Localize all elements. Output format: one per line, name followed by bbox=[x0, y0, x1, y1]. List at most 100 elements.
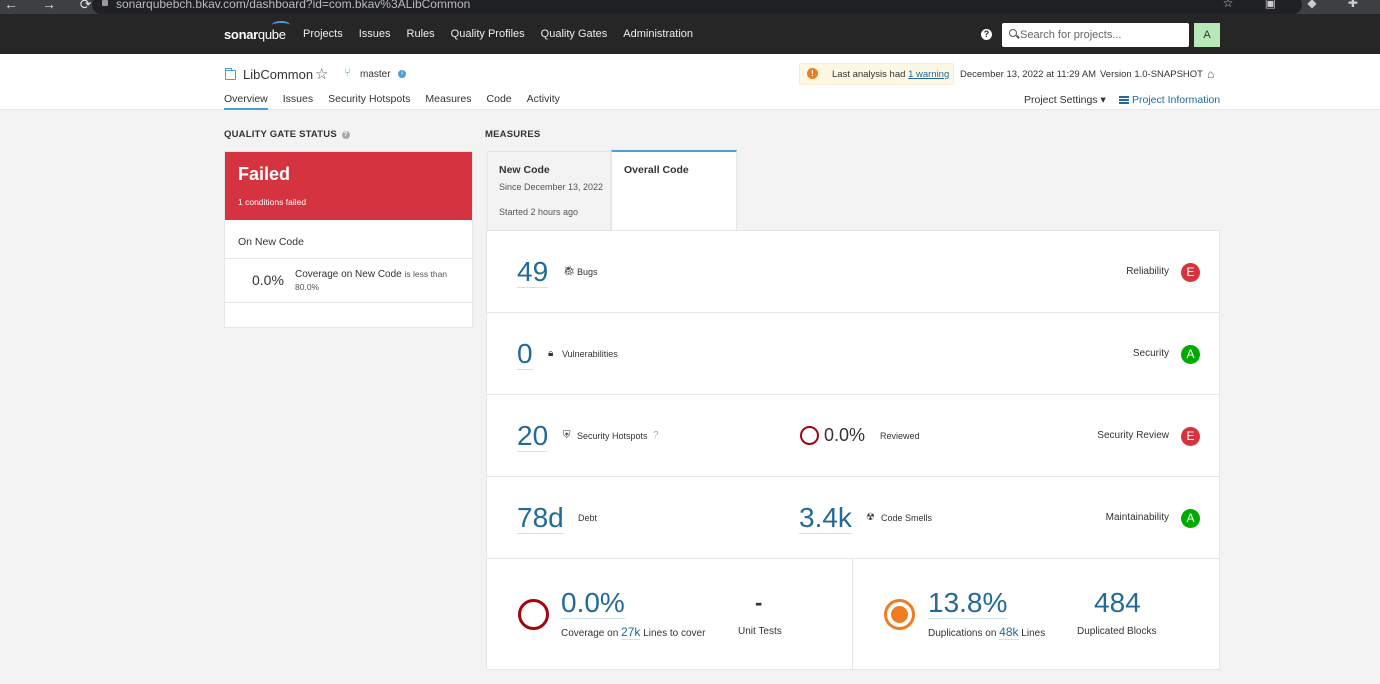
code-smells-label: Code Smells bbox=[881, 513, 933, 523]
debt-value[interactable]: 78d bbox=[517, 502, 564, 534]
nav-issues[interactable]: Issues bbox=[358, 28, 391, 40]
tab-new-code[interactable]: New Code Since December 13, 2022 Started… bbox=[487, 151, 611, 230]
browser-extension-icons[interactable]: ☆ ▣ ◆ ✚ bbox=[1222, 0, 1372, 10]
lock-icon bbox=[102, 0, 108, 6]
quality-gate-title: QUALITY GATE STATUS ? bbox=[224, 129, 350, 140]
coverage-duplications-row: 0.0% Coverage on 27k Lines to cover - Un… bbox=[487, 558, 1219, 670]
help-circle-icon[interactable]: ? bbox=[341, 131, 350, 139]
project-icon bbox=[225, 68, 236, 80]
shield-icon: ⛨ bbox=[563, 430, 571, 441]
duplications-label: Duplications on 48k Lines bbox=[928, 625, 1046, 640]
tab-measures[interactable]: Measures bbox=[425, 93, 472, 105]
reviewed-ring-icon bbox=[800, 426, 819, 445]
security-review-row: 20 ⛨ Security Hotspots ? 0.0% Reviewed S… bbox=[487, 395, 1219, 477]
status-text: Failed bbox=[238, 164, 291, 184]
url-text: sonarqubebch.bkav.com/dashboard?id=com.b… bbox=[116, 0, 471, 11]
conditions-failed: 1 conditions failed bbox=[238, 197, 307, 207]
duplicated-blocks-label: Duplicated Blocks bbox=[1077, 626, 1157, 637]
maintainability-rating[interactable]: A bbox=[1181, 509, 1200, 528]
coverage-ring-icon bbox=[518, 599, 549, 630]
logo-wave-icon bbox=[272, 21, 290, 29]
code-smell-icon: ☢ bbox=[866, 512, 875, 523]
home-icon[interactable]: ⌂ bbox=[1207, 67, 1215, 81]
security-label: Security bbox=[1132, 348, 1169, 359]
branch-icon: ⑂ bbox=[344, 67, 351, 79]
bugs-label: Bugs bbox=[577, 267, 598, 277]
unit-tests-label: Unit Tests bbox=[738, 626, 782, 637]
nav-quality-gates[interactable]: Quality Gates bbox=[540, 28, 608, 40]
branch-name[interactable]: master bbox=[360, 69, 391, 80]
project-settings-dropdown[interactable]: Project Settings ▾ bbox=[1024, 94, 1106, 106]
nav-quality-profiles[interactable]: Quality Profiles bbox=[450, 28, 525, 40]
tab-overview[interactable]: Overview bbox=[224, 93, 268, 110]
search-icon bbox=[1009, 29, 1017, 37]
lines-link[interactable]: 48k bbox=[999, 625, 1019, 640]
help-icon[interactable]: ? bbox=[981, 29, 992, 40]
condition-value[interactable]: 0.0% bbox=[252, 272, 284, 288]
project-information-link[interactable]: Project Information bbox=[1119, 94, 1220, 106]
debt-label: Debt bbox=[578, 513, 598, 523]
address-bar[interactable]: sonarqubebch.bkav.com/dashboard?id=com.b… bbox=[92, 0, 1302, 14]
tab-activity[interactable]: Activity bbox=[526, 93, 560, 105]
divider bbox=[852, 558, 853, 670]
tab-code[interactable]: Code bbox=[486, 93, 512, 105]
tab-issues[interactable]: Issues bbox=[282, 93, 314, 105]
vulnerabilities-value[interactable]: 0 bbox=[517, 338, 533, 370]
condition-description: Coverage on New Code is less than 80.0% bbox=[295, 269, 448, 292]
project-version: Version 1.0-SNAPSHOT bbox=[1100, 69, 1203, 80]
nav-projects[interactable]: Projects bbox=[303, 28, 343, 40]
search-input[interactable] bbox=[1020, 27, 1185, 43]
maintainability-row: 78d Debt 3.4k ☢ Code Smells Maintainabil… bbox=[487, 477, 1219, 559]
warning-link[interactable]: 1 warning bbox=[908, 69, 950, 80]
duplicated-blocks-value[interactable]: 484 bbox=[1094, 587, 1141, 618]
maintainability-label: Maintainability bbox=[1105, 512, 1169, 523]
duplications-value[interactable]: 13.8% bbox=[928, 587, 1008, 619]
lock-icon: 🔒︎ bbox=[548, 348, 554, 359]
warning-icon: ! bbox=[807, 68, 818, 79]
help-circle-icon[interactable]: ? bbox=[653, 430, 659, 441]
analysis-date: December 13, 2022 at 11:29 AM bbox=[960, 69, 1097, 80]
security-rating[interactable]: A bbox=[1181, 345, 1200, 364]
list-icon bbox=[1119, 96, 1129, 104]
project-header: LibCommon ☆ ⑂ master i ! Last analysis h… bbox=[0, 54, 1380, 110]
browser-toolbar: ← → ⟳ ⌂ sonarqubebch.bkav.com/dashboard?… bbox=[0, 0, 1380, 14]
analysis-warning: ! Last analysis had 1 warning bbox=[799, 63, 954, 85]
sonarqube-logo[interactable]: sonarqube bbox=[224, 21, 290, 42]
search-box bbox=[1002, 23, 1189, 47]
divider bbox=[225, 258, 472, 259]
code-smells-value[interactable]: 3.4k bbox=[799, 502, 852, 534]
hotspots-label: Security Hotspots bbox=[577, 431, 648, 441]
coverage-value[interactable]: 0.0% bbox=[561, 587, 625, 619]
avatar[interactable]: A bbox=[1194, 23, 1220, 47]
unit-tests-value[interactable]: - bbox=[755, 590, 763, 615]
nav-administration[interactable]: Administration bbox=[623, 28, 693, 40]
divider bbox=[225, 302, 472, 303]
security-review-label: Security Review bbox=[1097, 430, 1169, 441]
tab-security-hotspots[interactable]: Security Hotspots bbox=[328, 93, 411, 105]
project-tabs: Overview Issues Security Hotspots Measur… bbox=[224, 93, 575, 110]
lines-to-cover-link[interactable]: 27k bbox=[621, 625, 641, 640]
quality-gate-status: Failed 1 conditions failed bbox=[225, 152, 472, 220]
measures-title: MEASURES bbox=[485, 129, 541, 140]
star-icon[interactable]: ☆ bbox=[315, 66, 329, 83]
reliability-label: Reliability bbox=[1126, 266, 1169, 277]
vulnerabilities-label: Vulnerabilities bbox=[562, 349, 618, 359]
hotspots-value[interactable]: 20 bbox=[517, 420, 549, 452]
reliability-row: 49 🐞︎ Bugs Reliability E bbox=[487, 231, 1219, 313]
reliability-rating[interactable]: E bbox=[1181, 263, 1200, 282]
on-new-code-heading: On New Code bbox=[238, 236, 304, 248]
reviewed-value[interactable]: 0.0% bbox=[824, 425, 866, 445]
tab-overall-code[interactable]: Overall Code bbox=[611, 150, 737, 231]
nav-rules[interactable]: Rules bbox=[406, 28, 435, 40]
top-navigation: sonarqube Projects Issues Rules Quality … bbox=[0, 14, 1380, 54]
bugs-value[interactable]: 49 bbox=[517, 256, 549, 288]
security-review-rating[interactable]: E bbox=[1181, 427, 1200, 446]
reviewed-label: Reviewed bbox=[880, 431, 920, 441]
warning-text: Last analysis had bbox=[832, 69, 906, 80]
project-name[interactable]: LibCommon bbox=[243, 67, 314, 82]
bug-icon: 🐞︎ bbox=[563, 266, 576, 277]
main-menu: Projects Issues Rules Quality Profiles Q… bbox=[303, 28, 709, 40]
info-icon[interactable]: i bbox=[398, 70, 406, 78]
coverage-label: Coverage on 27k Lines to cover bbox=[561, 625, 706, 640]
duplications-ring-icon bbox=[884, 599, 915, 630]
